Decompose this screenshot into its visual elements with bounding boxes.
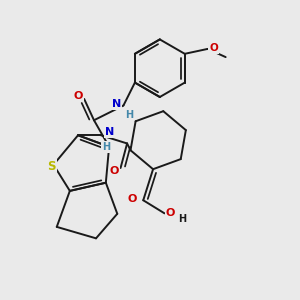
Text: H: H: [125, 110, 134, 120]
Text: N: N: [105, 127, 114, 137]
Text: O: O: [127, 194, 136, 204]
Text: O: O: [74, 91, 83, 101]
Text: H: H: [102, 142, 110, 152]
Text: O: O: [166, 208, 175, 218]
Text: H: H: [178, 214, 187, 224]
Text: S: S: [48, 160, 56, 173]
Text: O: O: [209, 43, 218, 53]
Text: O: O: [110, 166, 119, 176]
Text: N: N: [112, 99, 121, 109]
